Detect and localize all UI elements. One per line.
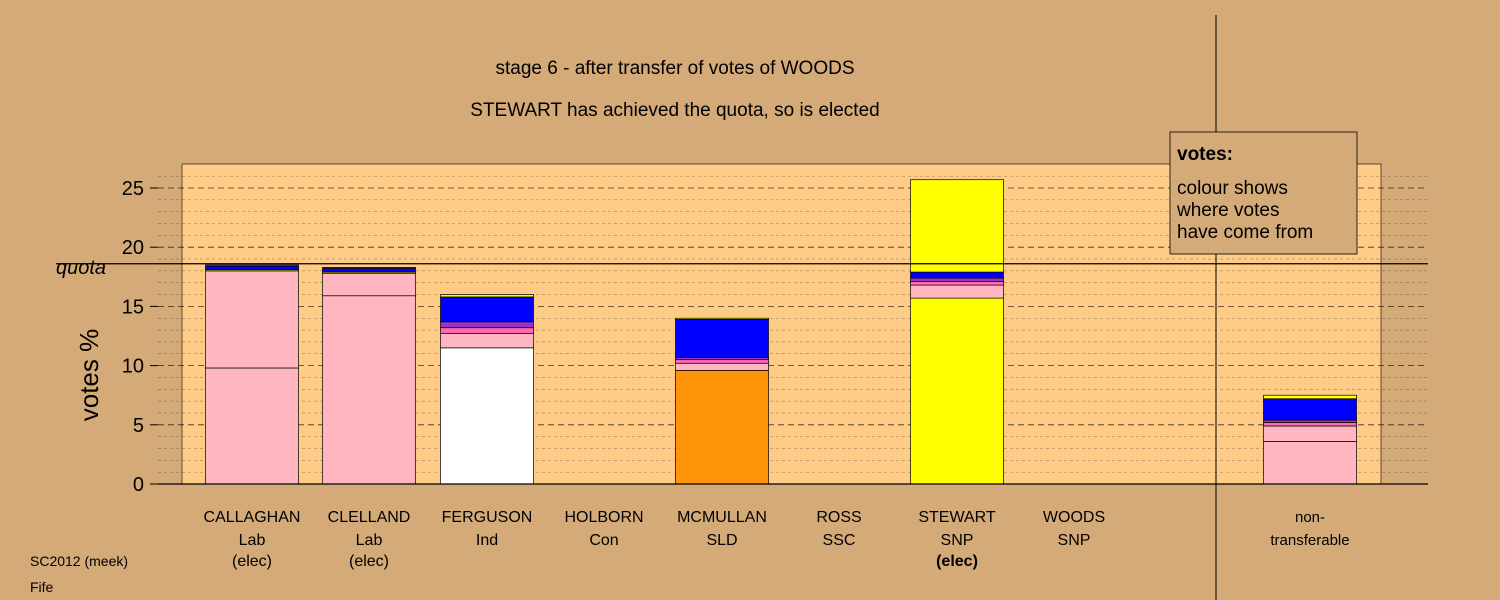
candidate-party: Lab bbox=[239, 532, 266, 549]
title-line-1: stage 6 - after transfer of votes of WOO… bbox=[495, 58, 854, 79]
bar-segment bbox=[1263, 419, 1357, 423]
y-tick-label: 5 bbox=[133, 415, 144, 437]
bars bbox=[205, 179, 1357, 485]
footer-council: Fife bbox=[30, 579, 54, 595]
bar-segment bbox=[675, 319, 769, 358]
bar-segment bbox=[205, 270, 299, 369]
candidate-party: Con bbox=[589, 532, 618, 549]
bar-segment bbox=[910, 284, 1004, 299]
bar-segment bbox=[675, 359, 769, 364]
y-axis-label: votes % bbox=[74, 329, 104, 422]
bar-segment bbox=[205, 264, 299, 267]
bar-segment bbox=[675, 317, 769, 320]
legend-line: colour shows bbox=[1177, 178, 1288, 199]
legend-box: votes: colour shows where votes have com… bbox=[1169, 131, 1358, 255]
bar-segment bbox=[1263, 441, 1357, 485]
y-tick-label: 25 bbox=[122, 178, 144, 200]
bar-segment bbox=[322, 295, 416, 485]
bar-segment bbox=[910, 271, 1004, 279]
bar-segment bbox=[1263, 425, 1357, 442]
bar-segment bbox=[205, 265, 299, 271]
title-line-2: STEWART has achieved the quota, so is el… bbox=[470, 100, 879, 121]
bar-segment bbox=[205, 367, 299, 485]
candidate-party: SLD bbox=[706, 532, 737, 549]
y-tick-label: 20 bbox=[122, 237, 144, 259]
bar-segment bbox=[440, 347, 534, 485]
quota-label: quota bbox=[56, 257, 106, 279]
bar-segment bbox=[322, 272, 416, 297]
bar-segment bbox=[675, 369, 769, 485]
candidate-name: MCMULLAN bbox=[677, 509, 767, 526]
y-axis: 0 5 10 15 20 25 bbox=[122, 178, 158, 496]
bar-segment bbox=[1263, 394, 1357, 400]
candidate-name: FERGUSON bbox=[442, 509, 533, 526]
bar-segment bbox=[440, 294, 534, 298]
candidate-labels: CALLAGHAN Lab (elec) CLELLAND Lab (elec) FERGU… bbox=[204, 509, 1350, 570]
candidate-party: transferable bbox=[1270, 532, 1349, 549]
candidate-name: CALLAGHAN bbox=[204, 509, 301, 526]
bar-segment bbox=[440, 296, 534, 323]
legend-line: where votes bbox=[1176, 200, 1279, 221]
bar-segment bbox=[910, 179, 1004, 273]
candidate-name: WOODS bbox=[1043, 509, 1105, 526]
candidate-name: ROSS bbox=[816, 509, 861, 526]
candidate-status: (elec) bbox=[936, 553, 978, 570]
legend-heading: votes: bbox=[1177, 144, 1233, 165]
legend-frame bbox=[1169, 131, 1358, 255]
bar-segment bbox=[440, 327, 534, 334]
candidate-status: (elec) bbox=[349, 553, 389, 570]
bar-segment bbox=[910, 281, 1004, 286]
bar-segment bbox=[1263, 398, 1357, 421]
candidate-name: non- bbox=[1295, 509, 1325, 526]
candidate-party: SNP bbox=[941, 532, 974, 549]
candidate-party: SNP bbox=[1058, 532, 1091, 549]
candidate-name: STEWART bbox=[918, 509, 996, 526]
candidate-party: Lab bbox=[356, 532, 383, 549]
candidate-name: CLELLAND bbox=[328, 509, 411, 526]
candidate-party: Ind bbox=[476, 532, 498, 549]
bar-segment bbox=[675, 356, 769, 361]
bar-segment bbox=[440, 333, 534, 349]
y-tick-label: 0 bbox=[133, 474, 144, 496]
bar-segment bbox=[910, 297, 1004, 485]
bar-segment bbox=[910, 277, 1004, 282]
candidate-name: HOLBORN bbox=[564, 509, 643, 526]
footer-method: SC2012 (meek) bbox=[30, 553, 128, 569]
legend-line: have come from bbox=[1177, 222, 1313, 243]
bar-segment bbox=[675, 362, 769, 371]
bar-segment bbox=[322, 266, 416, 269]
bar-segment bbox=[440, 321, 534, 329]
candidate-party: SSC bbox=[823, 532, 856, 549]
bar-segment bbox=[1263, 422, 1357, 427]
y-tick-label: 10 bbox=[122, 356, 144, 378]
y-tick-label: 15 bbox=[122, 296, 144, 318]
bar-segment bbox=[322, 268, 416, 273]
candidate-status: (elec) bbox=[232, 553, 272, 570]
